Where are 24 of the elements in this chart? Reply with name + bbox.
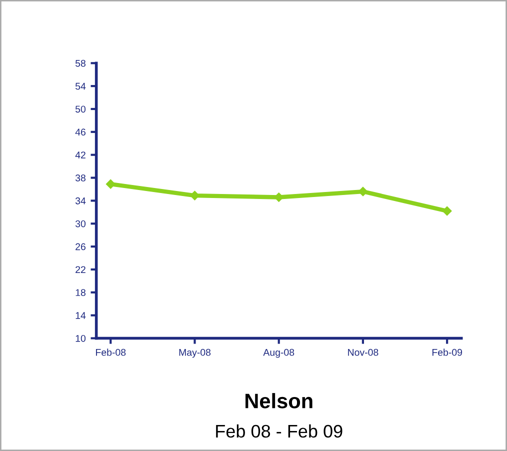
y-tick-label: 14 [76,312,86,319]
x-tick-label: Feb-08 [96,348,126,356]
point [106,179,116,189]
y-tick-label: 10 [76,334,86,342]
y-tick-label: 18 [76,289,86,296]
x-tick-label: Aug-08 [263,348,294,358]
y-tick-label: 30 [75,220,86,228]
y-tick-label: 34 [75,197,86,204]
x-tick-label: May-08 [179,348,211,358]
y-tick-label: 58 [75,60,86,67]
text: Feb 08 - Feb 09 [216,424,342,438]
y-tick-label: 38 [75,174,86,182]
point [442,206,452,216]
point [358,186,368,196]
y-tick-label: 26 [76,243,86,250]
y-tick-label: 22 [76,266,86,273]
y-tick-label: 54 [75,82,86,90]
y-tick-label: 42 [75,152,86,158]
x-tick-label: Nov-08 [348,348,378,356]
y-tick-label: 46 [75,128,86,136]
y-tick-label: 50 [75,106,86,113]
point [190,190,200,200]
text: Nelson [246,393,312,408]
x-tick-label: Feb-09 [432,348,462,356]
